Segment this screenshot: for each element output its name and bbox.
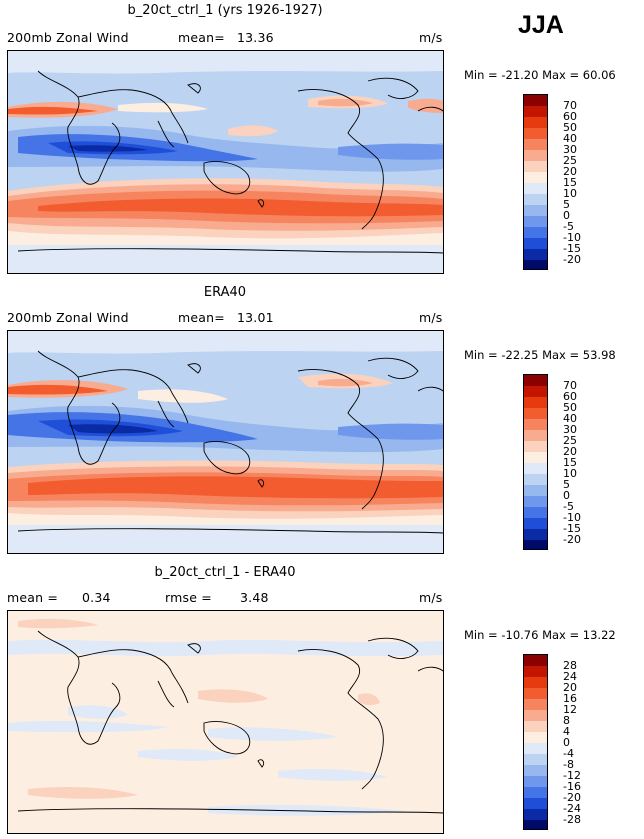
panel-3-colorbar-label: -16 — [563, 780, 581, 793]
panel-1-variable-label: 200mb Zonal Wind — [7, 30, 129, 45]
panel-3-map — [7, 610, 444, 834]
panel-2-mean-label: mean= — [178, 310, 225, 325]
panel-2-minmax: Min = -22.25 Max = 53.98 — [464, 348, 616, 362]
panel-3-colorbar-label: -8 — [563, 758, 574, 771]
panel-1-colorbar-label: 5 — [563, 198, 570, 211]
panel-1-minmax: Min = -21.20 Max = 60.06 — [464, 68, 616, 82]
panel-3-colorbar-label: 16 — [563, 692, 577, 705]
panel-3-rmse-label: rmse = — [165, 590, 212, 605]
panel-3-minmax: Min = -10.76 Max = 13.22 — [464, 628, 616, 642]
panel-2-colorbar-label: 20 — [563, 445, 577, 458]
panel-1-colorbar-label: 40 — [563, 132, 577, 145]
panel-2-colorbar-label: 50 — [563, 401, 577, 414]
panel-3-colorbar-label: 4 — [563, 725, 570, 738]
panel-1-colorbar-label: -15 — [563, 242, 581, 255]
panel-3-colorbar-label: 8 — [563, 714, 570, 727]
panel-3-colorbar-label: 28 — [563, 659, 577, 672]
panel-1-colorbar-label: 60 — [563, 110, 577, 123]
panel-3-rmse-value: 3.48 — [240, 590, 269, 605]
panel-2-colorbar — [523, 374, 548, 550]
panel-3-colorbar-label: 24 — [563, 670, 577, 683]
panel-1-colorbar-label: -5 — [563, 220, 574, 233]
panel-3-colorbar — [523, 654, 548, 830]
panel-2-variable-label: 200mb Zonal Wind — [7, 310, 129, 325]
panel-2-colorbar-label: 10 — [563, 467, 577, 480]
panel-1-units: m/s — [419, 30, 443, 45]
panel-1-colorbar-label: -10 — [563, 231, 581, 244]
panel-1-colorbar-label: 70 — [563, 99, 577, 112]
panel-3-colorbar-label: -24 — [563, 802, 581, 815]
panel-3-colorbar-label: -28 — [563, 813, 581, 826]
panel-3-colorbar-label: -4 — [563, 747, 574, 760]
panel-2-colorbar-label: -15 — [563, 522, 581, 535]
panel-3-mean-label: mean = — [7, 590, 59, 605]
panel-2-colorbar-label: 15 — [563, 456, 577, 469]
panel-2-title: ERA40 — [203, 285, 247, 300]
panel-2-colorbar-label: 30 — [563, 423, 577, 436]
panel-1-mean-label: mean= — [178, 30, 225, 45]
panel-2-mean-value: 13.01 — [237, 310, 274, 325]
panel-1-colorbar-label: 25 — [563, 154, 577, 167]
panel-2-colorbar-label: 70 — [563, 379, 577, 392]
panel-2-colorbar-label: 60 — [563, 390, 577, 403]
panel-2-colorbar-label: -20 — [563, 533, 581, 546]
panel-1-colorbar-label: 10 — [563, 187, 577, 200]
panel-2-map — [7, 330, 444, 554]
panel-2-colorbar-label: 40 — [563, 412, 577, 425]
panel-1-colorbar-label: 20 — [563, 165, 577, 178]
panel-1-title: b_20ct_ctrl_1 (yrs 1926-1927) — [127, 3, 323, 18]
panel-3-colorbar-label: 12 — [563, 703, 577, 716]
panel-3-colorbar-label: 0 — [563, 736, 570, 749]
panel-2-colorbar-label: 0 — [563, 489, 570, 502]
panel-2-colorbar-label: 5 — [563, 478, 570, 491]
panel-3-title: b_20ct_ctrl_1 - ERA40 — [154, 565, 296, 580]
panel-1-colorbar — [523, 94, 548, 270]
panel-3-mean-value: 0.34 — [82, 590, 111, 605]
panel-1-map — [7, 50, 444, 274]
panel-3-colorbar-label: 20 — [563, 681, 577, 694]
panel-3-colorbar-label: -12 — [563, 769, 581, 782]
panel-1-colorbar-label: 50 — [563, 121, 577, 134]
panel-3-colorbar-label: -20 — [563, 791, 581, 804]
season-label: JJA — [518, 11, 564, 39]
panel-2-colorbar-label: 25 — [563, 434, 577, 447]
panel-1-colorbar-label: -20 — [563, 253, 581, 266]
panel-3-units: m/s — [419, 590, 443, 605]
panel-1-colorbar-label: 0 — [563, 209, 570, 222]
panel-2-colorbar-label: -10 — [563, 511, 581, 524]
panel-1-colorbar-label: 30 — [563, 143, 577, 156]
panel-2-colorbar-label: -5 — [563, 500, 574, 513]
panel-1-colorbar-label: 15 — [563, 176, 577, 189]
panel-1-mean-value: 13.36 — [237, 30, 274, 45]
panel-2-units: m/s — [419, 310, 443, 325]
